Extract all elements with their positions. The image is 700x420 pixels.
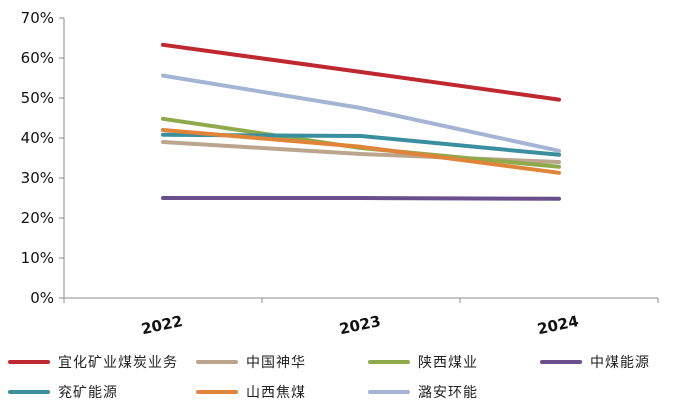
legend-item: 潞安环能 [368,382,540,402]
x-tick-label: 2023 [338,312,383,338]
legend-swatch [368,360,410,364]
series-line-3 [161,116,561,169]
y-tick-label: 40% [21,129,54,147]
y-tick-label: 0% [30,289,54,307]
legend-item: 兖矿能源 [8,382,196,402]
legend-item: 陕西煤业 [368,352,540,372]
legend-item: 山西焦煤 [196,382,368,402]
legend-label: 兖矿能源 [58,385,118,401]
legend-item: 中煤能源 [540,352,690,372]
series-line-7 [161,73,561,153]
line-chart: 0% 10% 20% 30% 40% 50% 60% 70% 2022 2023 2024 [21,9,659,338]
legend-label: 中国神华 [246,355,306,371]
y-tick-label: 50% [21,89,54,107]
chart-series-lines [161,42,561,201]
legend-label: 陕西煤业 [418,355,478,371]
legend-label: 潞安环能 [418,385,478,401]
legend-swatch [196,390,238,394]
x-tick-label: 2022 [140,312,185,338]
legend-label: 中煤能源 [590,355,650,371]
legend-swatch [540,360,582,364]
legend-swatch [196,360,238,364]
series-line-1 [161,42,561,102]
legend-label: 山西焦煤 [246,385,306,401]
x-tick-label: 2024 [536,312,581,338]
y-tick-label: 70% [21,9,54,27]
legend-swatch [8,360,50,364]
legend-swatch [8,390,50,394]
chart-legend: 宜化矿业煤炭业务 中国神华 陕西煤业 中煤能源兖矿能源 山西焦煤 潞安环能 [8,352,698,402]
legend-item: 宜化矿业煤炭业务 [8,352,196,372]
legend-label: 宜化矿业煤炭业务 [58,355,178,371]
series-line-6 [161,128,561,175]
y-tick-label: 20% [21,209,54,227]
legend-swatch [368,390,410,394]
y-tick-label: 60% [21,49,54,67]
y-tick-label: 10% [21,249,54,267]
series-line-4 [161,196,561,201]
y-tick-label: 30% [21,169,54,187]
chart-axes: 0% 10% 20% 30% 40% 50% 60% 70% 2022 2023 2024 [21,9,659,338]
legend-item: 中国神华 [196,352,368,372]
